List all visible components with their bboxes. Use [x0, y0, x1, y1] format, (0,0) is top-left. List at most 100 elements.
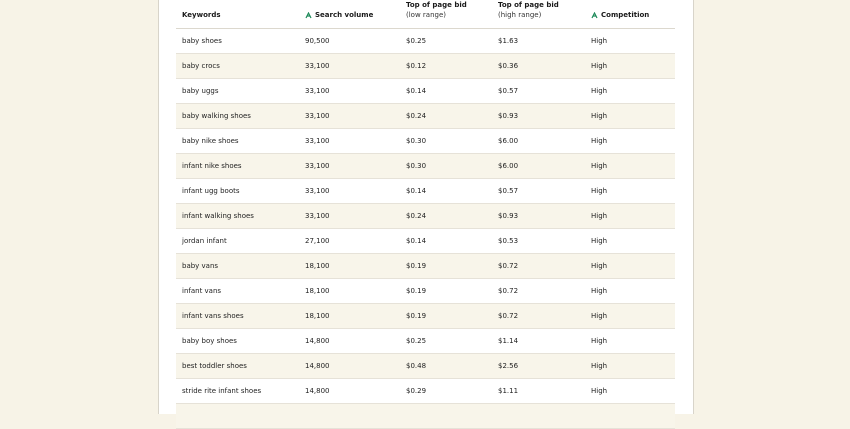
- table-cell: 33,100: [305, 212, 330, 220]
- table-row: baby nike shoes 33,100 $0.30 $6.00 High: [176, 129, 675, 154]
- table-cell: 18,100: [305, 312, 330, 320]
- table-cell: $0.48: [406, 362, 427, 370]
- table-cell: stride rite infant shoes: [182, 387, 262, 395]
- table-cell: $1.63: [498, 37, 519, 45]
- column-header: Top of page bid (high range): [498, 0, 559, 20]
- table-cell: infant ugg boots: [182, 187, 240, 195]
- table-cell: High: [591, 312, 608, 320]
- table-cell: $6.00: [498, 162, 519, 170]
- header-label: Top of page bid: [406, 1, 467, 9]
- keyword-table: Keywords Search volume Top of page bid (low…: [176, 0, 675, 429]
- table-cell: $0.72: [498, 312, 519, 320]
- header-label: Top of page bid: [498, 1, 559, 9]
- table-cell: 18,100: [305, 262, 330, 270]
- table-cell: High: [591, 387, 608, 395]
- table-row: infant nike shoes 33,100 $0.30 $6.00 High: [176, 154, 675, 179]
- table-cell: baby uggs: [182, 87, 219, 95]
- table-cell: High: [591, 162, 608, 170]
- table-row-partial: [176, 404, 675, 429]
- table-cell: 14,800: [305, 362, 330, 370]
- table-cell: 14,800: [305, 337, 330, 345]
- sort-icon[interactable]: [305, 12, 312, 19]
- table-cell: $0.14: [406, 237, 427, 245]
- table-cell: $2.56: [498, 362, 519, 370]
- table-cell: $0.57: [498, 187, 519, 195]
- table-cell: 33,100: [305, 62, 330, 70]
- table-cell: baby nike shoes: [182, 137, 239, 145]
- sort-icon-shape: [591, 12, 598, 19]
- table-cell: High: [591, 62, 608, 70]
- table-cell: High: [591, 187, 608, 195]
- table-cell: $0.29: [406, 387, 427, 395]
- table-cell: infant vans shoes: [182, 312, 244, 320]
- table-cell: $0.25: [406, 37, 427, 45]
- table-cell: $0.12: [406, 62, 427, 70]
- header-label: Competition: [601, 11, 650, 19]
- table-cell: $1.14: [498, 337, 519, 345]
- table-cell: $1.11: [498, 387, 519, 395]
- table-cell: 33,100: [305, 187, 330, 195]
- table-cell: High: [591, 262, 608, 270]
- table-row: stride rite infant shoes 14,800 $0.29 $1.11…: [176, 379, 675, 404]
- table-cell: $6.00: [498, 137, 519, 145]
- table-cell: $0.53: [498, 237, 519, 245]
- table-cell: baby shoes: [182, 37, 222, 45]
- header-sublabel: (low range): [406, 11, 446, 19]
- table-row: jordan infant 27,100 $0.14 $0.53 High: [176, 229, 675, 254]
- table-row: infant ugg boots 33,100 $0.14 $0.57 High: [176, 179, 675, 204]
- table-cell: infant nike shoes: [182, 162, 242, 170]
- table-cell: High: [591, 37, 608, 45]
- table-cell: $0.93: [498, 112, 519, 120]
- table-cell: $0.25: [406, 337, 427, 345]
- table-cell: $0.14: [406, 87, 427, 95]
- table-cell: High: [591, 112, 608, 120]
- table-cell: best toddler shoes: [182, 362, 247, 370]
- table-cell: $0.30: [406, 162, 427, 170]
- table-cell: baby vans: [182, 262, 219, 270]
- table-row: baby crocs 33,100 $0.12 $0.36 High: [176, 54, 675, 79]
- table-header: Keywords Search volume Top of page bid (low…: [176, 0, 675, 29]
- table-row: baby shoes 90,500 $0.25 $1.63 High: [176, 29, 675, 54]
- table-row: baby vans 18,100 $0.19 $0.72 High: [176, 254, 675, 279]
- table-cell: $0.14: [406, 187, 427, 195]
- table-cell: $0.19: [406, 312, 427, 320]
- sort-icon[interactable]: [591, 12, 598, 19]
- table-cell: High: [591, 137, 608, 145]
- table-row: baby walking shoes 33,100 $0.24 $0.93 High: [176, 104, 675, 129]
- table-cell: High: [591, 212, 608, 220]
- table-cell: High: [591, 337, 608, 345]
- table-cell: baby crocs: [182, 62, 220, 70]
- header-label: Keywords: [182, 11, 221, 19]
- table-row: best toddler shoes 14,800 $0.48 $2.56 High: [176, 354, 675, 379]
- table-cell: 33,100: [305, 162, 330, 170]
- table-cell: 27,100: [305, 237, 330, 245]
- table-cell: 14,800: [305, 387, 330, 395]
- table-cell: 18,100: [305, 287, 330, 295]
- table-cell: $0.36: [498, 62, 519, 70]
- table-cell: 90,500: [305, 37, 330, 45]
- table-row: infant vans 18,100 $0.19 $0.72 High: [176, 279, 675, 304]
- table-cell: $0.72: [498, 262, 519, 270]
- table-cell: High: [591, 237, 608, 245]
- table-cell: infant walking shoes: [182, 212, 254, 220]
- table-cell: $0.24: [406, 112, 427, 120]
- page: {"table": { "headers": [ {"label": "Keyw…: [158, 0, 694, 429]
- table-row: baby boy shoes 14,800 $0.25 $1.14 High: [176, 329, 675, 354]
- table-cell: $0.19: [406, 287, 427, 295]
- table-cell: infant vans: [182, 287, 222, 295]
- table-cell: $0.19: [406, 262, 427, 270]
- table-cell: baby walking shoes: [182, 112, 251, 120]
- column-header[interactable]: Search volume: [315, 10, 373, 20]
- column-header: Top of page bid (low range): [406, 0, 467, 20]
- table-cell: $0.24: [406, 212, 427, 220]
- table-row: infant walking shoes 33,100 $0.24 $0.93 High: [176, 204, 675, 229]
- column-header: Keywords: [182, 10, 221, 20]
- table-cell: High: [591, 362, 608, 370]
- table-cell: $0.30: [406, 137, 427, 145]
- table-cell: 33,100: [305, 87, 330, 95]
- table-cell: High: [591, 87, 608, 95]
- table-cell: $0.57: [498, 87, 519, 95]
- column-header[interactable]: Competition: [601, 10, 649, 20]
- table-cell: $0.93: [498, 212, 519, 220]
- table-cell: 33,100: [305, 112, 330, 120]
